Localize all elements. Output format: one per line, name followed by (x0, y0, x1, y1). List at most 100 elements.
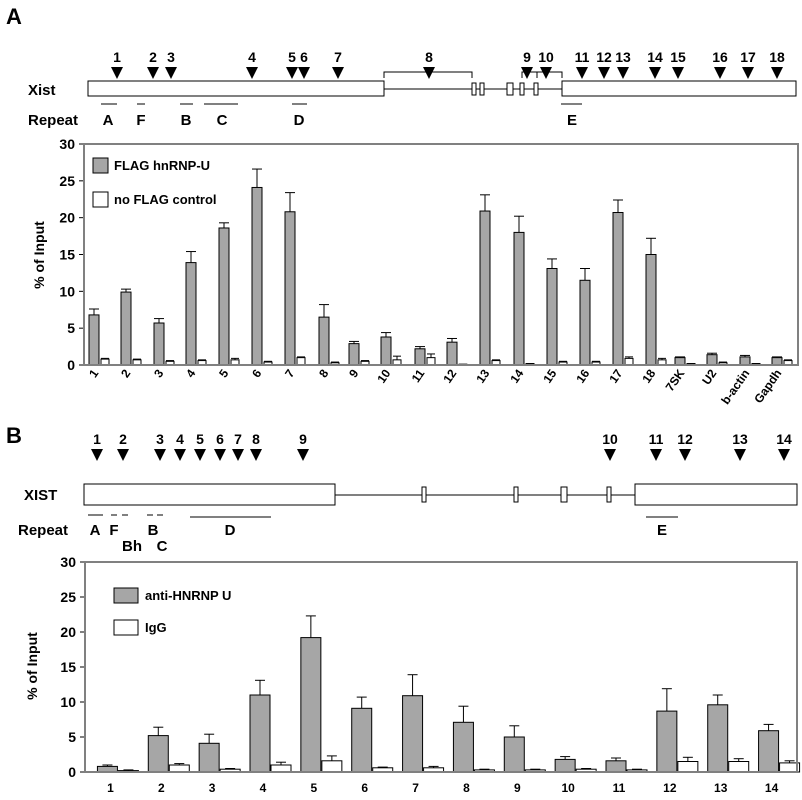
exon-1-box (87, 80, 385, 97)
legend-swatch-control (92, 191, 109, 208)
bar-experimental (579, 279, 591, 366)
map-a-repeat-name: B (181, 112, 192, 129)
y-tick-label: 20 (60, 624, 76, 640)
map-a-probe-label: 9 (523, 49, 531, 65)
small-exon (513, 486, 519, 503)
map-b-probe-label: 6 (216, 431, 224, 447)
map-a-probe-arrow-icon (540, 67, 552, 79)
bar-control (426, 357, 436, 366)
x-tick-label: 9 (514, 781, 521, 795)
bar-experimental (351, 707, 373, 773)
bar-experimental (198, 742, 220, 773)
x-tick-label: 1 (86, 366, 101, 380)
repeat-label-a: Repeat (28, 112, 78, 129)
map-b-probe-label: 10 (602, 431, 618, 447)
small-exon (506, 82, 514, 96)
x-tick-label: 16 (573, 366, 592, 385)
x-tick-label: 13 (714, 781, 728, 795)
map-a-probe-label: 15 (670, 49, 686, 65)
map-b-probe-label: 11 (649, 431, 664, 447)
map-b-probe-arrow-icon (232, 449, 244, 461)
small-exon (533, 82, 539, 96)
x-tick-label: Gapdh (751, 367, 784, 406)
map-a-probe-arrow-icon (771, 67, 783, 79)
bar-experimental (380, 336, 392, 366)
exon-1-box (83, 483, 336, 506)
gene-label-xist: Xist (28, 82, 56, 99)
x-tick-label: 14 (765, 781, 779, 795)
panel-letter-a: A (6, 4, 22, 29)
x-tick-label: 13 (473, 366, 492, 385)
map-a-probe-arrow-icon (714, 67, 726, 79)
y-tick-label: 30 (60, 554, 76, 570)
map-b-probe-arrow-icon (650, 449, 662, 461)
x-tick-label: 3 (151, 366, 166, 380)
bar-experimental (452, 721, 474, 773)
map-a-probe-arrow-icon (286, 67, 298, 79)
legend-label-control: no FLAG control (114, 192, 217, 207)
y-axis-title-b: % of Input (24, 632, 40, 700)
map-a-probe-label: 16 (712, 49, 728, 65)
y-tick-label: 15 (60, 659, 76, 675)
bar-experimental (758, 730, 780, 773)
map-a-probe-label: 7 (334, 49, 342, 65)
bar-experimental (348, 343, 360, 366)
bar-experimental (739, 356, 751, 366)
y-tick-label: 15 (59, 247, 75, 263)
bar-experimental (414, 348, 426, 366)
map-b-probe-label: 2 (119, 431, 127, 447)
bar-experimental (513, 231, 525, 366)
bar-experimental (402, 695, 424, 773)
map-a-probe-label: 6 (300, 49, 308, 65)
y-tick-label: 0 (68, 764, 76, 780)
repeat-label-b: Repeat (18, 522, 68, 539)
gene-label-xist-human: XIST (24, 487, 57, 504)
map-a-probe-arrow-icon (521, 67, 533, 79)
map-a-probe-label: 4 (248, 49, 256, 65)
x-tick-label: 9 (346, 366, 361, 380)
map-b-probe-arrow-icon (117, 449, 129, 461)
map-a-probe-label: 12 (596, 49, 612, 65)
bar-experimental (300, 637, 322, 773)
small-exon (560, 486, 568, 503)
bar-experimental (645, 254, 657, 366)
bar-experimental (249, 694, 271, 773)
x-tick-label: 5 (216, 366, 231, 380)
bar-experimental (88, 314, 100, 366)
map-b-probe-arrow-icon (194, 449, 206, 461)
x-tick-label: 7 (282, 366, 297, 380)
map-b-probe-label: 14 (776, 431, 792, 447)
bar-experimental (284, 211, 296, 366)
small-exon (606, 486, 612, 503)
map-a-probe-arrow-icon (111, 67, 123, 79)
map-b-probe-label: 8 (252, 431, 260, 447)
bar-experimental (707, 704, 729, 773)
map-a-probe-arrow-icon (298, 67, 310, 79)
x-tick-label: 2 (158, 781, 165, 795)
map-a-probe-label: 13 (615, 49, 631, 65)
bar-experimental (120, 291, 132, 366)
map-a-probe-arrow-icon (423, 67, 435, 79)
x-tick-label: 15 (540, 366, 559, 385)
map-a-probe-arrow-icon (147, 67, 159, 79)
map-a-probe-arrow-icon (165, 67, 177, 79)
map-b-probe-arrow-icon (604, 449, 616, 461)
map-b-repeat-name: Bh (122, 538, 142, 555)
legend-label-igg: IgG (145, 620, 167, 635)
exon-last-box (561, 80, 797, 97)
map-a-probe-label: 2 (149, 49, 157, 65)
x-tick-label: U2 (699, 366, 719, 387)
x-tick-label: 8 (316, 366, 331, 380)
plot-frame-b (84, 561, 798, 773)
x-tick-label: 17 (606, 366, 625, 385)
bar-experimental (771, 357, 783, 366)
y-tick-label: 25 (60, 589, 76, 605)
map-b-probe-label: 12 (677, 431, 693, 447)
bar-control (168, 764, 190, 773)
y-tick-label: 5 (67, 320, 75, 336)
map-b-probe-label: 7 (234, 431, 242, 447)
map-b-probe-label: 1 (93, 431, 101, 447)
map-a-probe-label: 8 (425, 49, 433, 65)
